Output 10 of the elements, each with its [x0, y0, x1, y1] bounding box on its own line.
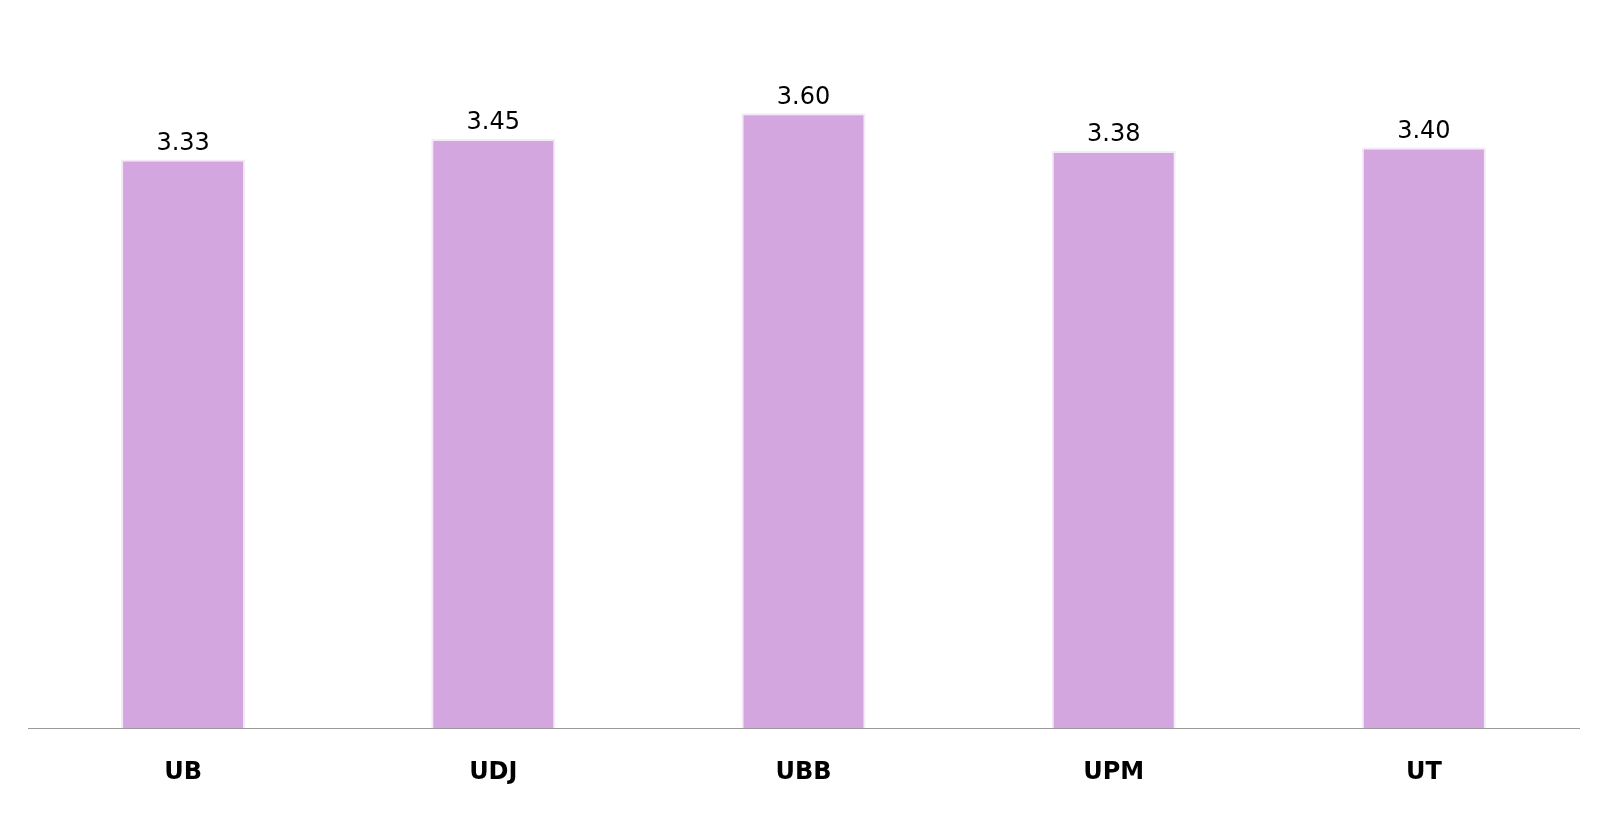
- data-label: 3.40: [1397, 115, 1451, 144]
- data-label: 3.60: [776, 81, 831, 110]
- x-tick-label: UDJ: [469, 756, 518, 785]
- data-label: 3.38: [1086, 119, 1141, 148]
- x-tick-label: UBB: [775, 756, 832, 785]
- x-tick-label: UT: [1405, 756, 1443, 785]
- x-tick-label: UB: [164, 756, 202, 785]
- data-label: 3.45: [466, 107, 521, 136]
- data-label: 3.33: [156, 127, 210, 156]
- x-tick-label: UPM: [1083, 756, 1145, 785]
